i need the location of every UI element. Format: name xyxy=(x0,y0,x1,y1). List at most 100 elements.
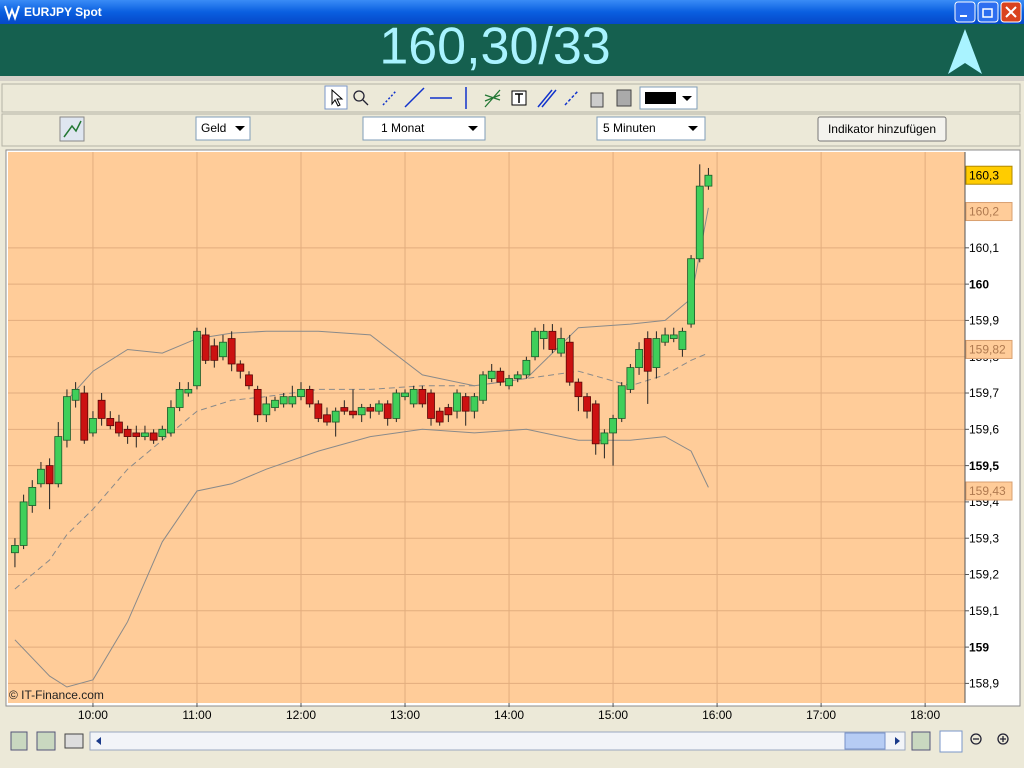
candle-body xyxy=(548,330,557,350)
candle-body xyxy=(45,465,54,485)
select-box[interactable] xyxy=(362,116,486,141)
arrow-tool[interactable] xyxy=(564,90,579,106)
candle-body xyxy=(357,407,366,416)
candle-body xyxy=(635,349,643,369)
price-tag xyxy=(965,339,1013,359)
candle-body xyxy=(175,388,184,408)
candle-body xyxy=(149,432,158,441)
autoscale-button[interactable] xyxy=(939,730,963,753)
candle-body xyxy=(687,258,695,325)
candle-body xyxy=(184,388,193,394)
line-tool[interactable] xyxy=(404,87,425,108)
drawing-toolbar xyxy=(1,83,1021,113)
candle-body xyxy=(219,341,227,358)
candle-body xyxy=(305,388,314,405)
dropdown-arrow xyxy=(468,126,478,131)
candle-body xyxy=(487,370,496,379)
delete-tool[interactable] xyxy=(590,92,604,108)
print-button[interactable] xyxy=(64,733,84,749)
candle-body xyxy=(262,403,271,416)
dropdown-arrow xyxy=(688,126,698,131)
price-tag xyxy=(965,165,1013,185)
select-label: 1 Monat xyxy=(381,121,425,135)
add-indicator-button[interactable] xyxy=(817,116,947,142)
scroll-left[interactable] xyxy=(96,737,101,745)
candle-body xyxy=(288,396,297,405)
candle-body xyxy=(63,396,71,441)
candle-body xyxy=(669,334,678,339)
scrollbar[interactable] xyxy=(89,731,906,751)
select-interval[interactable]: 5 Minuten xyxy=(596,116,706,141)
zoom-in-button[interactable] xyxy=(997,733,1009,745)
x-tick-label: 13:00 xyxy=(390,708,420,722)
x-tick-label: 12:00 xyxy=(286,708,316,722)
select-box[interactable] xyxy=(596,116,706,141)
splitter[interactable] xyxy=(0,76,1024,81)
candle-body xyxy=(583,396,591,412)
compare-button[interactable] xyxy=(36,731,56,751)
candle-body xyxy=(678,330,687,350)
chart-settings-button[interactable] xyxy=(59,116,85,142)
candle-body xyxy=(279,396,288,405)
price-tag xyxy=(965,481,1013,501)
band-line xyxy=(66,207,709,401)
candle-body xyxy=(427,392,435,419)
y-tick-label: 159,9 xyxy=(969,314,999,328)
text-glyph xyxy=(515,93,523,103)
x-tick-label: 16:00 xyxy=(702,708,732,722)
zoom-out-button[interactable] xyxy=(970,733,982,745)
tool-icons xyxy=(324,85,698,110)
y-tick-label: 159,2 xyxy=(969,568,999,582)
minimize-button[interactable] xyxy=(954,1,976,23)
select-label: 5 Minuten xyxy=(603,121,656,135)
dropdown-arrow xyxy=(682,96,692,101)
title-bar xyxy=(0,0,1024,24)
candle-body xyxy=(600,432,609,445)
candle-body xyxy=(19,501,28,546)
band-line xyxy=(14,428,709,688)
trendline-tool[interactable] xyxy=(382,90,397,106)
scroll-right[interactable] xyxy=(895,737,900,745)
candle-body xyxy=(28,486,37,506)
candle-body xyxy=(574,381,583,398)
candle-body xyxy=(158,428,167,437)
indicator-list-button[interactable] xyxy=(10,731,28,751)
scroll-thumb[interactable] xyxy=(844,732,886,750)
trend-arrow xyxy=(948,29,982,74)
candle-body xyxy=(141,432,149,437)
candle-body xyxy=(323,414,331,423)
select-geld[interactable]: Geld xyxy=(195,116,251,141)
chart-settings-glyph xyxy=(63,120,82,138)
dropdown-arrow xyxy=(235,126,245,131)
candle-body xyxy=(227,338,236,365)
candle-body xyxy=(37,468,45,485)
y-tick-label: 158,9 xyxy=(969,677,999,691)
candle-body xyxy=(89,418,97,434)
candle-body xyxy=(513,374,522,379)
candle-body xyxy=(409,388,418,405)
zoom-tool[interactable] xyxy=(353,90,365,102)
settings-tool[interactable] xyxy=(616,89,632,107)
channel-tool[interactable] xyxy=(537,89,557,108)
candle-body xyxy=(193,330,201,387)
candle-body xyxy=(297,388,305,398)
x-tick-label: 18:00 xyxy=(910,708,940,722)
button-label: Indikator hinzufügen xyxy=(828,122,936,136)
restore-button[interactable] xyxy=(977,1,999,23)
candle-body xyxy=(106,418,115,427)
x-tick-label: 11:00 xyxy=(182,708,211,722)
candle-body xyxy=(643,338,652,372)
select-period[interactable]: 1 Monat xyxy=(362,116,486,141)
candle-body xyxy=(245,374,253,387)
candle-body xyxy=(349,410,357,416)
candle-body xyxy=(201,334,210,361)
candle-body xyxy=(479,374,487,401)
candle-body xyxy=(470,396,479,412)
fibonacci-tool[interactable] xyxy=(484,89,501,108)
candle-body xyxy=(401,392,409,398)
x-tick-label: 17:00 xyxy=(806,708,836,722)
y-tick-label: 160 xyxy=(969,277,989,291)
select-box[interactable] xyxy=(195,116,251,141)
fit-button[interactable] xyxy=(911,731,931,751)
